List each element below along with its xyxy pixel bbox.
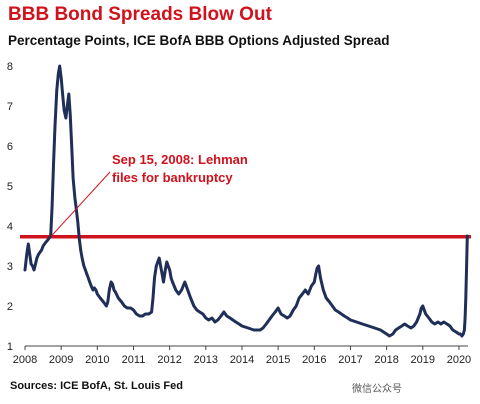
y-tick-label: 5: [7, 181, 13, 193]
y-tick-label: 4: [7, 221, 13, 233]
chart-title: BBB Bond Spreads Blow Out: [8, 4, 272, 25]
x-tick-label: 2017: [338, 354, 362, 366]
y-axis-ticks: 1 2 3 4 5 6 7 8: [7, 61, 13, 353]
x-tick-label: 2015: [266, 354, 290, 366]
x-tick-label: 2016: [302, 354, 326, 366]
x-tick-label: 2020: [447, 354, 471, 366]
x-tick-label: 2019: [411, 354, 435, 366]
watermark: 微信公众号: [352, 384, 402, 395]
source-note: Sources: ICE BofA, St. Louis Fed: [10, 380, 183, 392]
y-tick-label: 1: [7, 341, 13, 353]
y-tick-label: 2: [7, 301, 13, 313]
y-tick-label: 7: [7, 101, 13, 113]
x-tick-label: 2008: [13, 354, 37, 366]
x-tick-label: 2011: [122, 354, 146, 366]
y-tick-label: 3: [7, 261, 13, 273]
y-tick-label: 6: [7, 141, 13, 153]
x-tick-label: 2012: [157, 354, 181, 366]
x-tick-label: 2009: [49, 354, 73, 366]
x-tick-label: 2018: [374, 354, 398, 366]
annotation-pointer-line: [50, 171, 111, 238]
x-axis-ticks: 2008 2009 2010 2011 2012 2013 2014 2015 2016 2017…: [13, 346, 471, 366]
annotation-line-1: Sep 15, 2008: Lehman: [112, 152, 248, 167]
bbb-spread-series-line: [23, 64, 469, 338]
chart-subtitle: Percentage Points, ICE BofA BBB Options …: [8, 33, 390, 48]
x-tick-label: 2014: [230, 354, 254, 366]
y-tick-label: 8: [7, 61, 13, 73]
x-tick-label: 2010: [85, 354, 109, 366]
x-tick-label: 2013: [194, 354, 218, 366]
annotation-line-2: files for bankruptcy: [112, 170, 233, 185]
